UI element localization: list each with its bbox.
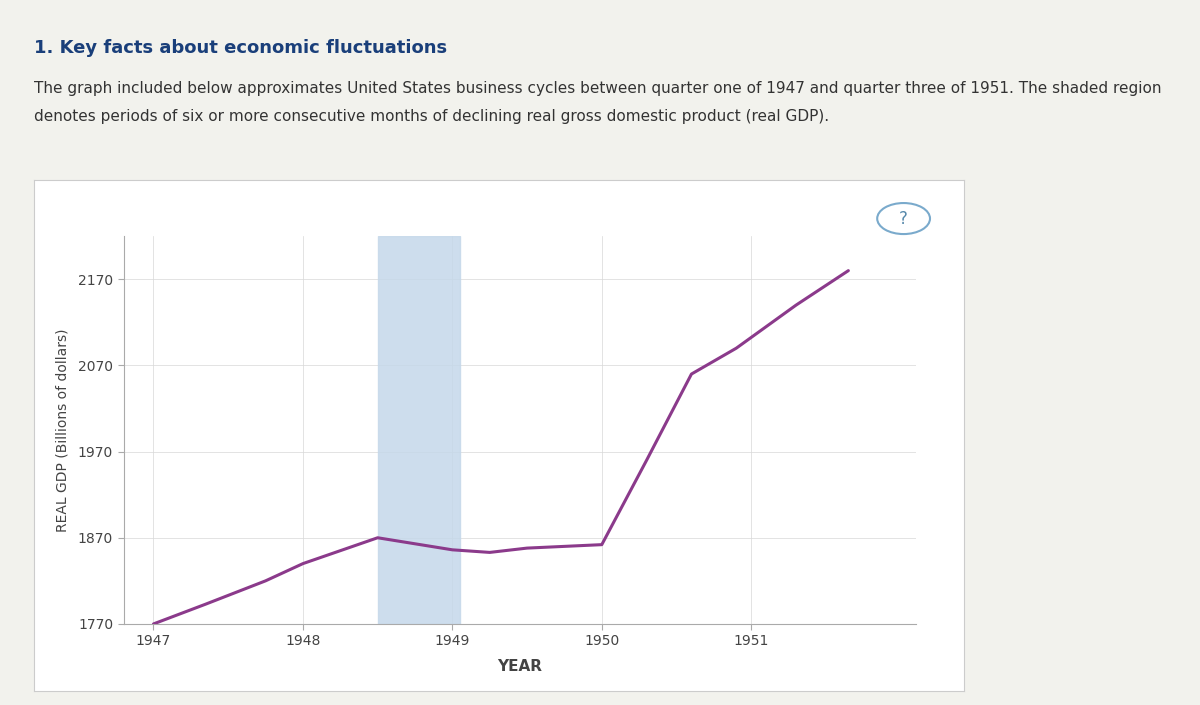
Text: 1. Key facts about economic fluctuations: 1. Key facts about economic fluctuations [34, 39, 446, 57]
Text: The graph included below approximates United States business cycles between quar: The graph included below approximates Un… [34, 81, 1162, 96]
Bar [378, 236, 460, 624]
Y-axis label: REAL GDP (Billions of dollars): REAL GDP (Billions of dollars) [55, 329, 70, 532]
Text: denotes periods of six or more consecutive months of declining real gross domest: denotes periods of six or more consecuti… [34, 109, 829, 124]
X-axis label: YEAR: YEAR [497, 659, 542, 675]
Text: ?: ? [899, 209, 908, 228]
